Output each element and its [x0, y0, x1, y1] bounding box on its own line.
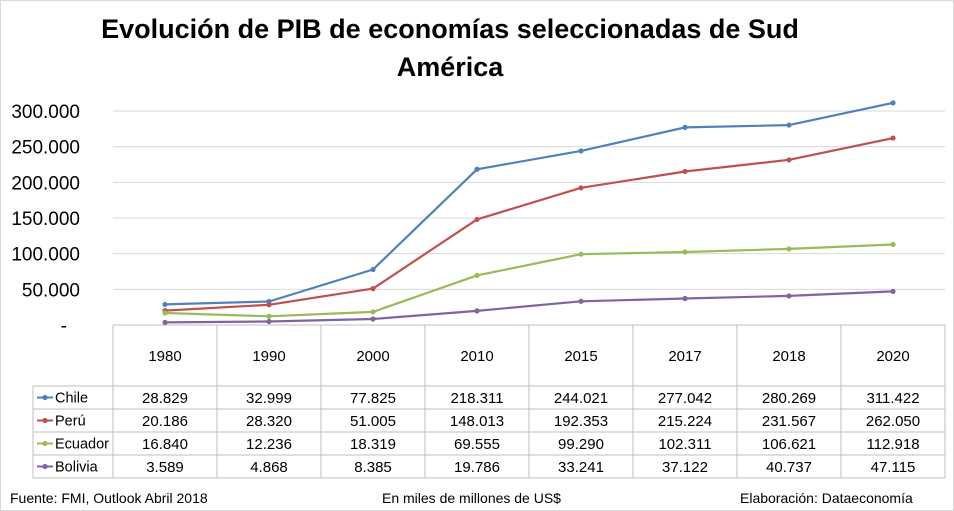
table-cell-value: 231.567 — [762, 413, 816, 430]
footer-units: En miles de millones de US$ — [382, 490, 561, 506]
table-cell-value: 102.311 — [658, 436, 711, 453]
table-cell-value: 12.236 — [246, 436, 292, 453]
y-tick-label: 300.000 — [11, 102, 80, 123]
data-point — [578, 185, 584, 191]
series-line-bolivia — [164, 290, 894, 324]
data-point — [786, 293, 792, 299]
data-point — [578, 251, 584, 257]
data-point — [474, 308, 480, 314]
legend-key-marker — [42, 394, 48, 401]
series-line-perú — [164, 137, 894, 312]
legend-key-marker — [42, 417, 48, 424]
data-point — [578, 148, 584, 154]
data-point — [370, 286, 376, 292]
table-cell-value: 262.050 — [866, 413, 920, 430]
data-point — [682, 124, 688, 130]
table-cell-value: 32.999 — [246, 390, 292, 407]
table-cell-value: 244.021 — [554, 390, 608, 407]
table-cell-value: 106.621 — [762, 436, 816, 453]
table-cell-value: 19.786 — [454, 459, 500, 476]
table-cell-value: 40.737 — [766, 459, 812, 476]
data-point — [474, 166, 480, 172]
data-point — [474, 272, 480, 278]
data-point — [682, 295, 688, 302]
data-point — [890, 241, 896, 248]
legend-label: Perú — [55, 414, 86, 430]
data-point — [370, 266, 376, 273]
table-cell-value: 8.385 — [354, 459, 392, 476]
y-tick-label: - — [61, 316, 67, 337]
table-cell-value: 33.241 — [558, 459, 604, 476]
x-category-label: 2020 — [876, 348, 909, 365]
y-tick-label: 50.000 — [22, 280, 80, 301]
table-cell-value: 277.042 — [658, 390, 712, 407]
table-cell-value: 280.269 — [762, 390, 816, 407]
legend-label: Bolivia — [55, 460, 99, 476]
data-point — [162, 301, 168, 308]
data-point — [162, 319, 168, 326]
legend-key-marker — [42, 440, 48, 447]
table-cell-value: 4.868 — [250, 459, 288, 476]
table-cell-value: 311.422 — [866, 390, 919, 407]
data-point — [266, 302, 272, 308]
data-point — [890, 100, 896, 106]
legend-label: Chile — [55, 391, 88, 407]
y-tick-label: 100.000 — [11, 245, 80, 266]
x-category-label: 2017 — [668, 348, 701, 365]
data-point — [370, 309, 376, 315]
table-cell-value: 37.122 — [662, 459, 708, 476]
data-point — [890, 135, 896, 141]
table-cell-value: 218.311 — [450, 390, 503, 407]
data-point — [786, 122, 792, 128]
table-cell-value: 148.013 — [450, 413, 504, 430]
table-cell-value: 215.224 — [658, 413, 712, 430]
chart-title: Evolución de PIB de economías selecciona… — [101, 14, 799, 82]
x-category-label: 2015 — [564, 348, 597, 365]
table-cell-value: 28.320 — [246, 413, 292, 430]
y-tick-label: 150.000 — [11, 209, 80, 230]
data-point — [682, 249, 688, 255]
table-cell-value: 3.589 — [146, 459, 184, 476]
table-cell-value: 20.186 — [142, 413, 188, 430]
table-cell-value: 69.555 — [454, 436, 500, 453]
series-line-ecuador — [164, 243, 894, 318]
series-line-chile — [164, 101, 894, 306]
table-cell-value: 112.918 — [866, 436, 919, 453]
table-cell-value: 28.829 — [142, 390, 188, 407]
data-point — [786, 246, 792, 252]
x-category-label: 1980 — [148, 348, 181, 365]
data-point — [786, 157, 792, 163]
table-cell-value: 51.005 — [350, 413, 396, 430]
table-cell-value: 192.353 — [554, 413, 608, 430]
data-point — [474, 216, 480, 223]
table-cell-value: 16.840 — [142, 436, 188, 453]
table-cell-value: 99.290 — [558, 436, 604, 453]
footer-credit: Elaboración: Dataeconomía — [740, 490, 913, 506]
x-category-label: 2018 — [772, 348, 805, 365]
data-point — [682, 168, 688, 175]
y-tick-label: 250.000 — [11, 138, 80, 159]
data-point — [578, 298, 584, 304]
data-point — [890, 288, 896, 294]
table-cell-value: 47.115 — [871, 459, 916, 476]
table-cell-value: 18.319 — [350, 436, 396, 453]
data-point — [266, 313, 272, 319]
x-category-label: 2000 — [356, 348, 389, 365]
x-category-label: 1990 — [252, 348, 285, 365]
data-point — [162, 310, 168, 316]
data-point — [266, 318, 272, 325]
legend-key-marker — [42, 463, 48, 470]
footer-source: Fuente: FMI, Outlook Abril 2018 — [10, 490, 208, 506]
x-category-label: 2010 — [460, 348, 493, 365]
data-point — [370, 316, 376, 322]
y-tick-label: 200.000 — [11, 173, 80, 194]
table-cell-value: 77.825 — [350, 390, 396, 407]
legend-label: Ecuador — [55, 437, 109, 453]
